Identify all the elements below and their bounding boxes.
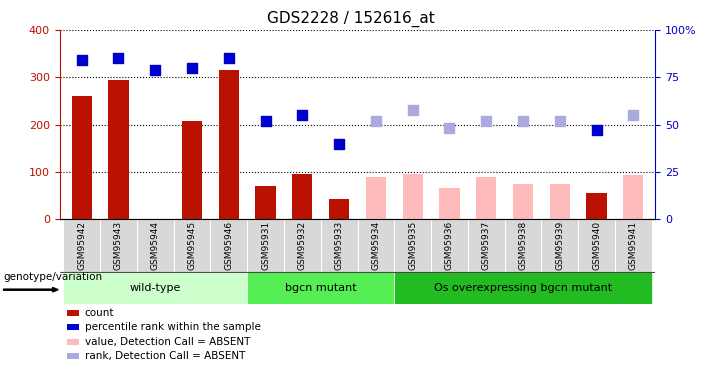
Text: bgcn mutant: bgcn mutant (285, 283, 357, 293)
Point (186, 65, 198, 71)
Text: Os overexpressing bgcn mutant: Os overexpressing bgcn mutant (434, 283, 612, 293)
Text: wild-type: wild-type (130, 283, 181, 293)
Bar (394, 272, 652, 304)
Bar (292, 174, 313, 219)
Text: GSM95946: GSM95946 (224, 221, 233, 270)
Bar (72, 96, 92, 219)
Bar (513, 184, 533, 219)
Point (297, 112, 308, 118)
Point (407, 106, 418, 112)
Text: percentile rank within the sample: percentile rank within the sample (85, 322, 261, 332)
Bar (366, 177, 386, 219)
Bar (137, 219, 174, 272)
Bar (247, 272, 394, 304)
Bar (182, 122, 202, 219)
Text: GSM95938: GSM95938 (519, 221, 528, 270)
Bar (541, 219, 578, 272)
Bar (247, 219, 284, 272)
Text: GSM95942: GSM95942 (77, 221, 86, 270)
Text: GSM95934: GSM95934 (372, 221, 381, 270)
Text: GSM95937: GSM95937 (482, 221, 491, 270)
Text: GSM95941: GSM95941 (629, 221, 638, 270)
Bar (623, 176, 644, 219)
Bar (210, 219, 247, 272)
Bar (550, 184, 570, 219)
Text: GSM95935: GSM95935 (408, 221, 417, 270)
Text: GSM95945: GSM95945 (187, 221, 196, 270)
Bar (505, 219, 541, 272)
Text: GSM95944: GSM95944 (151, 221, 160, 270)
Point (370, 118, 381, 124)
Text: GSM95931: GSM95931 (261, 221, 270, 270)
Bar (394, 219, 431, 272)
Point (149, 67, 161, 73)
Bar (109, 80, 128, 219)
Point (113, 56, 124, 62)
Text: GSM95932: GSM95932 (298, 221, 307, 270)
Bar (284, 219, 321, 272)
Point (628, 112, 639, 118)
Bar (358, 219, 394, 272)
Text: GSM95943: GSM95943 (114, 221, 123, 270)
Bar (468, 219, 505, 272)
Text: GSM95939: GSM95939 (555, 221, 564, 270)
Text: GSM95940: GSM95940 (592, 221, 601, 270)
Bar (587, 194, 606, 219)
Point (591, 128, 602, 134)
Bar (440, 188, 460, 219)
Bar (63, 219, 100, 272)
Text: GDS2228 / 152616_at: GDS2228 / 152616_at (266, 11, 435, 27)
Bar (431, 219, 468, 272)
Point (517, 118, 529, 124)
Text: value, Detection Call = ABSENT: value, Detection Call = ABSENT (85, 337, 250, 346)
Point (223, 56, 234, 62)
Text: GSM95936: GSM95936 (445, 221, 454, 270)
Text: count: count (85, 308, 114, 318)
Text: GSM95933: GSM95933 (334, 221, 343, 270)
Bar (615, 219, 652, 272)
Bar (321, 219, 358, 272)
Point (481, 118, 492, 124)
Bar (476, 177, 496, 219)
Point (444, 126, 455, 132)
Point (76, 57, 87, 63)
Text: genotype/variation: genotype/variation (4, 272, 102, 282)
Bar (174, 219, 210, 272)
Point (554, 118, 566, 124)
Text: rank, Detection Call = ABSENT: rank, Detection Call = ABSENT (85, 351, 245, 361)
Bar (329, 200, 349, 219)
Bar (63, 272, 247, 304)
Bar (100, 219, 137, 272)
Bar (219, 70, 239, 219)
Bar (402, 174, 423, 219)
Bar (578, 219, 615, 272)
Point (260, 118, 271, 124)
Bar (255, 186, 275, 219)
Point (334, 141, 345, 147)
